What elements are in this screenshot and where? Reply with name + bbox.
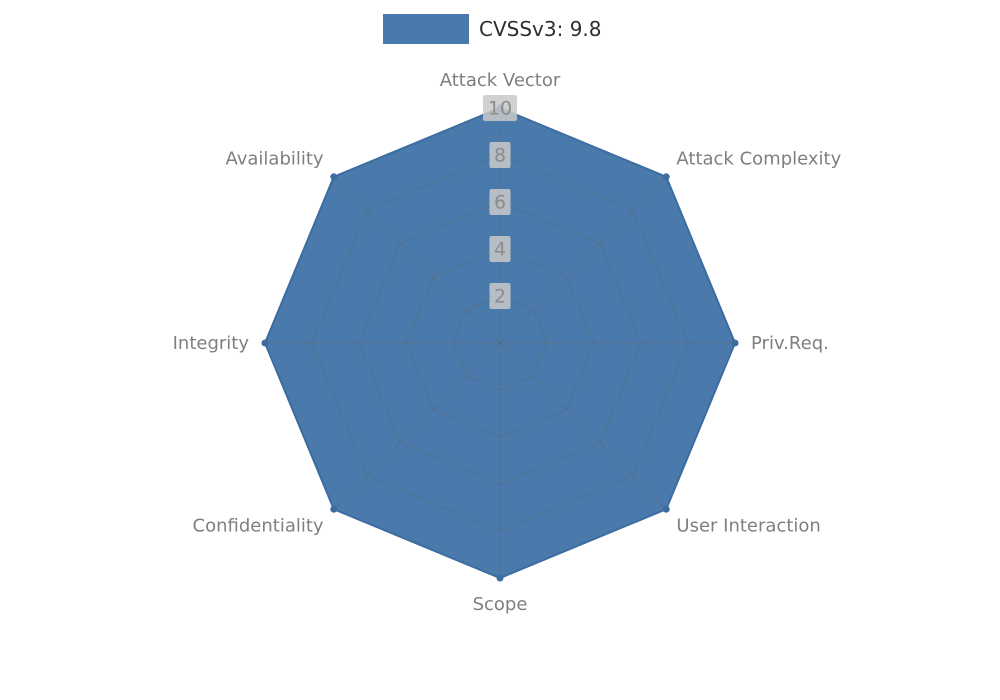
grid-spoke	[333, 176, 501, 344]
tick-label: 8	[494, 145, 506, 167]
tick-label-bg	[489, 283, 511, 309]
radar-vertex-dot	[662, 173, 670, 181]
tick-label: 6	[494, 192, 506, 214]
tick-label-bg	[489, 142, 511, 168]
radar-vertex-dot	[662, 505, 670, 513]
axis-label-attack-complexity: Attack Complexity	[676, 149, 841, 170]
radar-vertex-dot	[731, 339, 739, 347]
axis-label-priv-req: Priv.Req.	[751, 333, 829, 354]
tick-label-bg	[483, 95, 517, 121]
tick-label-bg	[489, 236, 511, 262]
grid-spoke	[499, 176, 667, 344]
grid-ring	[358, 201, 642, 485]
tick-label-bg	[489, 189, 511, 215]
axis-label-integrity: Integrity	[173, 333, 250, 354]
axis-label-attack-vector: Attack Vector	[440, 70, 561, 91]
tick-label: 10	[488, 98, 512, 120]
radar-fill-polygon	[265, 108, 735, 578]
tick-label: 4	[494, 239, 506, 261]
axis-label-scope: Scope	[473, 594, 528, 615]
legend: CVSSv3: 9.8	[383, 14, 602, 44]
grid-spoke	[499, 342, 667, 510]
legend-swatch	[383, 14, 469, 44]
grid-ring	[452, 295, 548, 391]
radar-vertex-dot	[330, 173, 338, 181]
radar-vertex-dot	[330, 505, 338, 513]
axis-label-user-interaction: User Interaction	[676, 515, 820, 536]
grid-ring	[405, 248, 595, 438]
radar-vertex-dot	[261, 339, 269, 347]
axis-label-confidentiality: Confidentiality	[193, 515, 324, 536]
legend-label: CVSSv3: 9.8	[479, 17, 602, 41]
radar-vertex-dot	[496, 574, 504, 582]
axis-label-availability: Availability	[225, 149, 323, 170]
grid-ring	[311, 154, 689, 532]
tick-label: 2	[494, 286, 506, 308]
grid-spoke	[333, 342, 501, 510]
